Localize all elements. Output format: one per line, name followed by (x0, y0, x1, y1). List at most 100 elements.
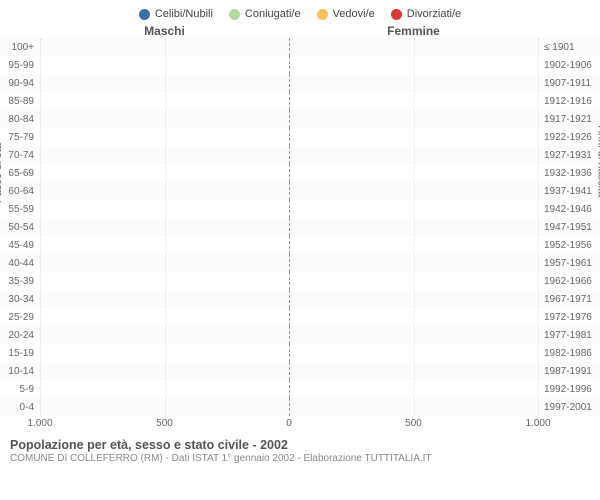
age-label: 15-19 (0, 348, 40, 359)
age-label: 5-9 (0, 384, 40, 395)
female-bar (290, 398, 539, 416)
female-bar (290, 38, 539, 56)
chart-title: Popolazione per età, sesso e stato civil… (10, 438, 590, 452)
year-label: 1917-1921 (538, 114, 600, 125)
female-bar (290, 218, 539, 236)
male-bar (40, 326, 290, 344)
year-label: 1947-1951 (538, 222, 600, 233)
legend-item: Coniugati/e (229, 8, 301, 20)
legend-item: Vedovi/e (317, 8, 375, 20)
male-bar (40, 218, 290, 236)
year-label: 1942-1946 (538, 204, 600, 215)
female-bar (290, 362, 539, 380)
age-label: 60-64 (0, 186, 40, 197)
age-label: 55-59 (0, 204, 40, 215)
year-label: 1992-1996 (538, 384, 600, 395)
male-bar (40, 254, 290, 272)
female-bar (290, 110, 539, 128)
male-bar (40, 164, 290, 182)
age-label: 85-89 (0, 96, 40, 107)
legend-item: Celibi/Nubili (139, 8, 213, 20)
male-bar (40, 344, 290, 362)
male-bar (40, 110, 290, 128)
x-tick: 500 (156, 418, 173, 429)
year-label: 1957-1961 (538, 258, 600, 269)
year-label: 1907-1911 (538, 78, 600, 89)
legend: Celibi/Nubili Coniugati/e Vedovi/e Divorzia… (0, 0, 600, 24)
pyramid-row: 40-44 1957-1961 (0, 254, 600, 272)
male-bar (40, 398, 290, 416)
male-bar (40, 74, 290, 92)
female-bar (290, 290, 539, 308)
female-bar (290, 128, 539, 146)
x-tick: 1.000 (525, 418, 550, 429)
legend-item: Divorziati/e (391, 8, 461, 20)
female-bar (290, 164, 539, 182)
pyramid-row: 25-29 1972-1976 (0, 308, 600, 326)
legend-swatch (139, 9, 150, 20)
legend-label: Celibi/Nubili (155, 8, 213, 20)
pyramid-row: 30-34 1967-1971 (0, 290, 600, 308)
pyramid-row: 90-94 1907-1911 (0, 74, 600, 92)
pyramid-row: 85-89 1912-1916 (0, 92, 600, 110)
header-female: Femmine (289, 24, 538, 38)
female-bar (290, 254, 539, 272)
age-label: 70-74 (0, 150, 40, 161)
pyramid-row: 70-74 1927-1931 (0, 146, 600, 164)
year-label: 1997-2001 (538, 402, 600, 413)
pyramid-row: 60-64 1937-1941 (0, 182, 600, 200)
age-label: 35-39 (0, 276, 40, 287)
male-bar (40, 308, 290, 326)
pyramid-row: 35-39 1962-1966 (0, 272, 600, 290)
header-male: Maschi (40, 24, 289, 38)
pyramid-row: 15-19 1982-1986 (0, 344, 600, 362)
male-bar (40, 182, 290, 200)
pyramid-row: 50-54 1947-1951 (0, 218, 600, 236)
year-label: 1922-1926 (538, 132, 600, 143)
male-bar (40, 236, 290, 254)
male-bar (40, 200, 290, 218)
population-pyramid: Fasce di età Anni di nascita 100+ ≤ 1901… (0, 38, 600, 416)
female-bar (290, 236, 539, 254)
pyramid-row: 0-4 1997-2001 (0, 398, 600, 416)
year-label: 1927-1931 (538, 150, 600, 161)
year-label: 1967-1971 (538, 294, 600, 305)
year-label: 1977-1981 (538, 330, 600, 341)
age-label: 0-4 (0, 402, 40, 413)
year-label: 1932-1936 (538, 168, 600, 179)
legend-swatch (229, 9, 240, 20)
female-bar (290, 326, 539, 344)
age-label: 95-99 (0, 60, 40, 71)
year-label: 1962-1966 (538, 276, 600, 287)
year-label: 1982-1986 (538, 348, 600, 359)
pyramid-row: 10-14 1987-1991 (0, 362, 600, 380)
pyramid-row: 5-9 1992-1996 (0, 380, 600, 398)
age-label: 90-94 (0, 78, 40, 89)
year-label: 1912-1916 (538, 96, 600, 107)
pyramid-rows: 100+ ≤ 1901 95-99 1902-1906 90-94 1907-1… (0, 38, 600, 416)
female-bar (290, 272, 539, 290)
age-label: 50-54 (0, 222, 40, 233)
female-bar (290, 146, 539, 164)
male-bar (40, 380, 290, 398)
pyramid-row: 55-59 1942-1946 (0, 200, 600, 218)
female-bar (290, 92, 539, 110)
pyramid-row: 20-24 1977-1981 (0, 326, 600, 344)
legend-swatch (391, 9, 402, 20)
year-label: 1902-1906 (538, 60, 600, 71)
chart-subtitle: COMUNE DI COLLEFERRO (RM) - Dati ISTAT 1… (10, 453, 590, 464)
age-label: 80-84 (0, 114, 40, 125)
legend-swatch (317, 9, 328, 20)
pyramid-row: 45-49 1952-1956 (0, 236, 600, 254)
female-bar (290, 380, 539, 398)
year-label: 1972-1976 (538, 312, 600, 323)
age-label: 10-14 (0, 366, 40, 377)
female-bar (290, 74, 539, 92)
male-bar (40, 56, 290, 74)
year-label: 1987-1991 (538, 366, 600, 377)
x-axis-ticks: 1.00050005001.000 (40, 418, 538, 432)
pyramid-row: 100+ ≤ 1901 (0, 38, 600, 56)
pyramid-row: 95-99 1902-1906 (0, 56, 600, 74)
female-bar (290, 344, 539, 362)
year-label: 1952-1956 (538, 240, 600, 251)
